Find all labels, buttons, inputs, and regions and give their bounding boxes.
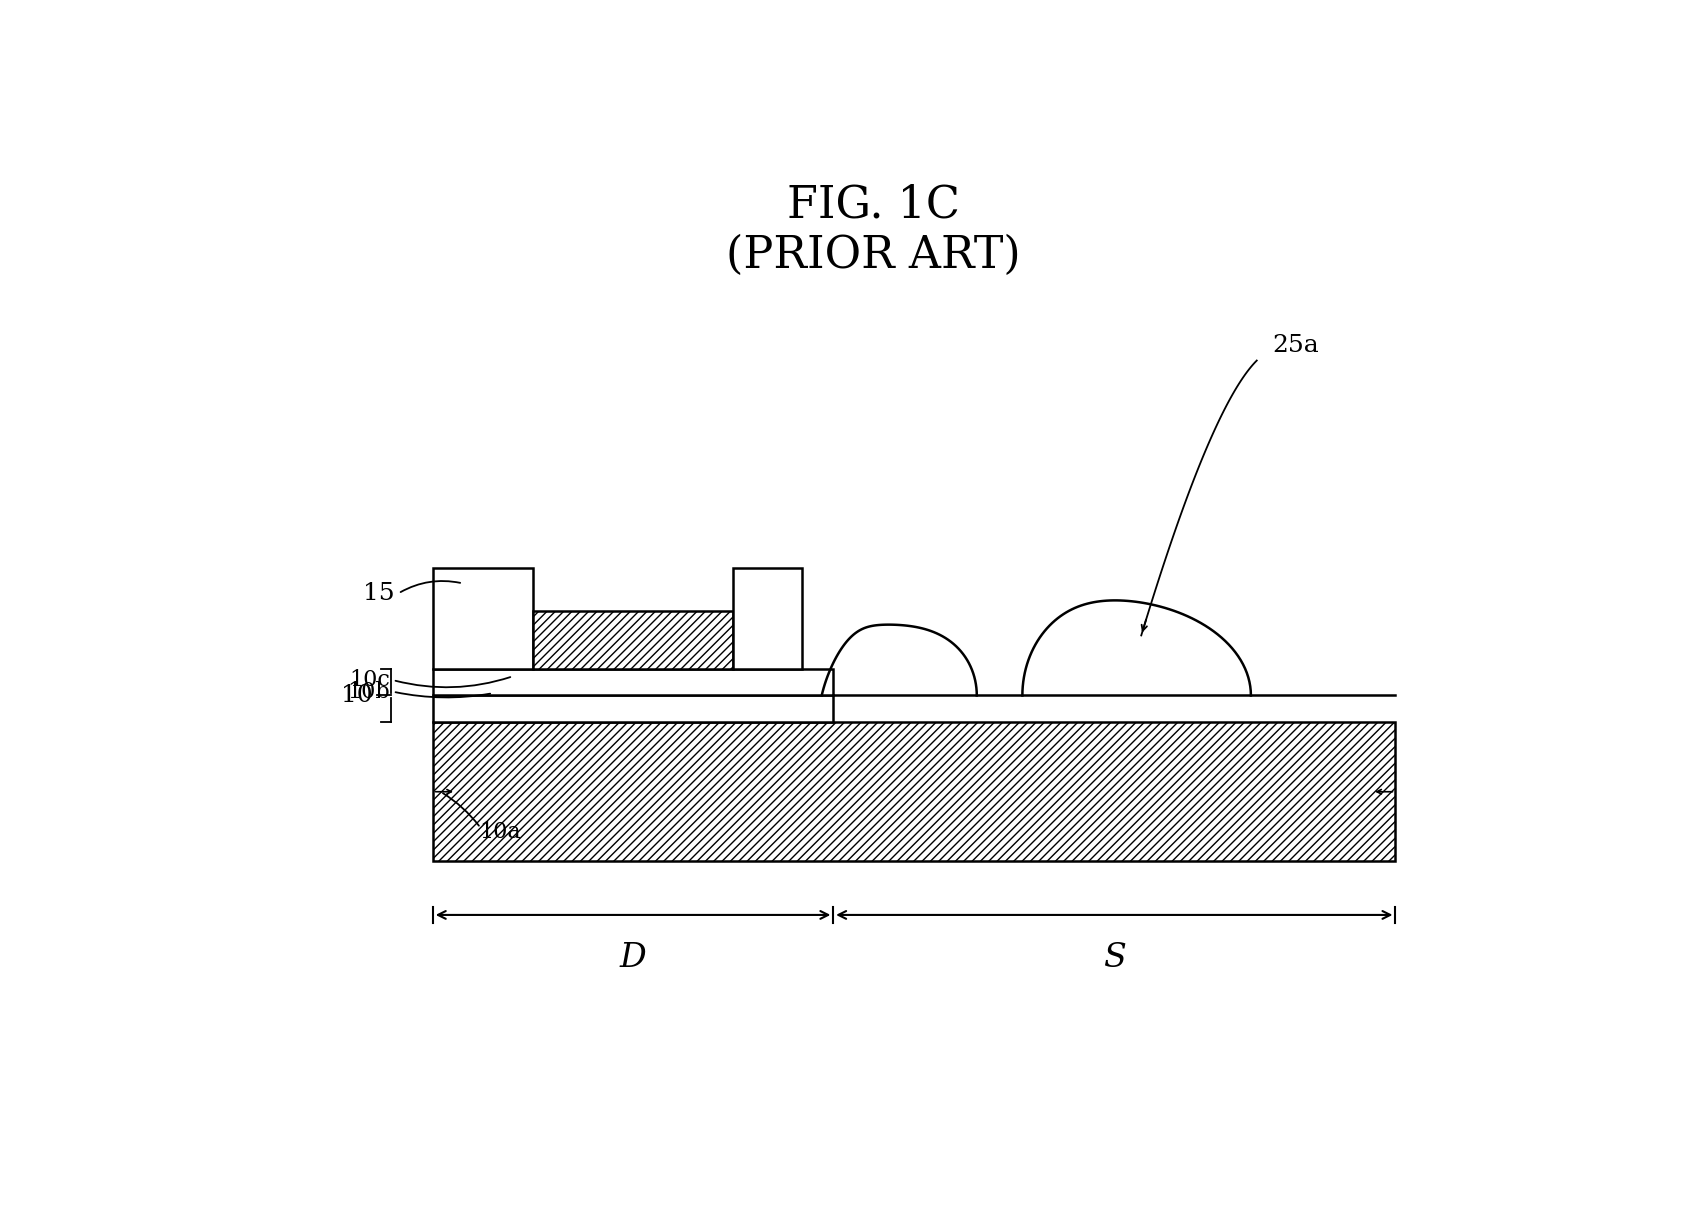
Text: 25a: 25a — [1273, 334, 1319, 357]
Bar — [733, 568, 803, 669]
Bar — [433, 669, 833, 696]
Text: S: S — [1102, 942, 1126, 974]
Text: FIG. 1C: FIG. 1C — [787, 183, 959, 227]
Bar — [433, 568, 533, 669]
Text: 10a: 10a — [479, 821, 521, 843]
Bar — [433, 696, 833, 723]
Text: (PRIOR ART): (PRIOR ART) — [726, 233, 1021, 276]
Bar — [433, 723, 1396, 861]
Text: 10c: 10c — [349, 669, 390, 691]
Bar — [533, 611, 733, 669]
Text: 10b: 10b — [348, 681, 390, 703]
Text: 15: 15 — [363, 582, 394, 605]
Text: D: D — [620, 942, 646, 974]
Text: 10: 10 — [341, 683, 373, 707]
